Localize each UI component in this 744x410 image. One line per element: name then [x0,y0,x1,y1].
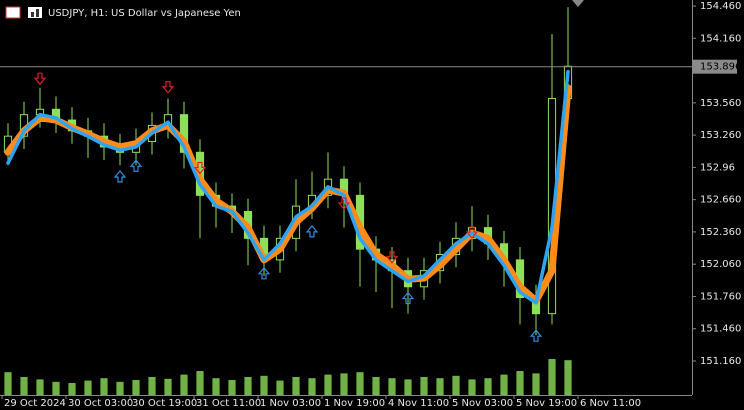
buy-arrow [129,159,143,172]
volume-bar [420,377,428,395]
volume-bar [516,371,524,395]
y-tick-label: 151.460 [700,324,741,335]
y-tick-label: 153.560 [700,98,741,109]
sell-arrow [465,226,479,239]
volume-bar [356,372,364,395]
sell-arrow [193,161,207,175]
sell-arrow [337,197,351,210]
x-tick-label: 4 Nov 11:00 [388,398,449,409]
y-tick-label: 152.96 [700,162,735,173]
x-tick-label: 30 Oct 03:00 [68,398,133,409]
buy-arrow [305,224,319,238]
volume-bar [52,381,60,395]
volume-bar [180,374,188,395]
buy-arrow [257,266,271,280]
volume-bar [68,383,76,395]
volume-bar [372,377,380,395]
volume-bar [36,379,44,395]
volume-bar [132,380,140,395]
sell-arrow [33,72,47,86]
x-tick-label: 5 Nov 19:00 [516,398,577,409]
x-tick-label: 1 Nov 19:00 [324,398,385,409]
x-tick-label: 29 Oct 2024 [4,398,66,409]
volume-bar [100,378,108,395]
volume-bar [484,378,492,395]
volume-bar [564,360,572,395]
volume-bar [148,377,156,395]
buy-arrow [529,329,543,342]
x-tick-label: 1 Nov 03:00 [260,398,321,409]
volume-bar [404,379,412,395]
volume-bar [4,372,12,395]
y-tick-label: 153.260 [700,130,741,141]
volume-bar [84,380,92,395]
volume-bar [500,374,508,395]
x-tick-label: 5 Nov 03:00 [452,398,513,409]
volume-bar [452,375,460,395]
y-tick-label: 151.760 [700,291,741,302]
y-tick-label: 152.360 [700,227,741,238]
volume-bar [228,380,236,395]
icon [36,9,39,17]
volume-bar [244,377,252,395]
volume-bar [436,378,444,395]
volume-bar [164,378,172,395]
x-tick-label: 30 Oct 19:00 [132,398,197,409]
x-tick-label: 31 Oct 11:00 [196,398,261,409]
current-price-label: 153.896 [700,62,741,73]
volume-bar [388,378,396,395]
volume-bar [548,359,556,395]
y-tick-label: 154.460 [700,1,741,12]
chart-title: USDJPY, H1: US Dollar vs Japanese Yen [48,8,241,19]
volume-bar [468,379,476,395]
buy-arrow [113,170,127,183]
volume-bar [20,377,28,395]
y-tick-label: 152.660 [700,195,741,206]
volume-bar [116,381,124,395]
icon [5,6,21,19]
icon [28,7,42,18]
icon [31,12,34,17]
volume-bar [532,373,540,395]
symbol-icons [5,6,42,19]
shift-marker [572,0,584,7]
volume-bar [340,373,348,395]
volume-bar [260,375,268,395]
y-tick-label: 154.160 [700,33,741,44]
current-price-box [693,59,737,74]
sell-arrow [385,251,399,264]
volume-bar [308,378,316,395]
y-tick-label: 151.160 [700,356,741,367]
volume-bar [212,378,220,395]
buy-arrow [401,291,415,305]
volume-bar [276,380,284,395]
volume-bar [196,371,204,395]
sell-arrow [161,81,175,94]
volume-bar [324,374,332,395]
y-tick-label: 152.060 [700,259,741,270]
x-tick-label: 6 Nov 11:00 [580,398,641,409]
volume-bar [292,377,300,395]
